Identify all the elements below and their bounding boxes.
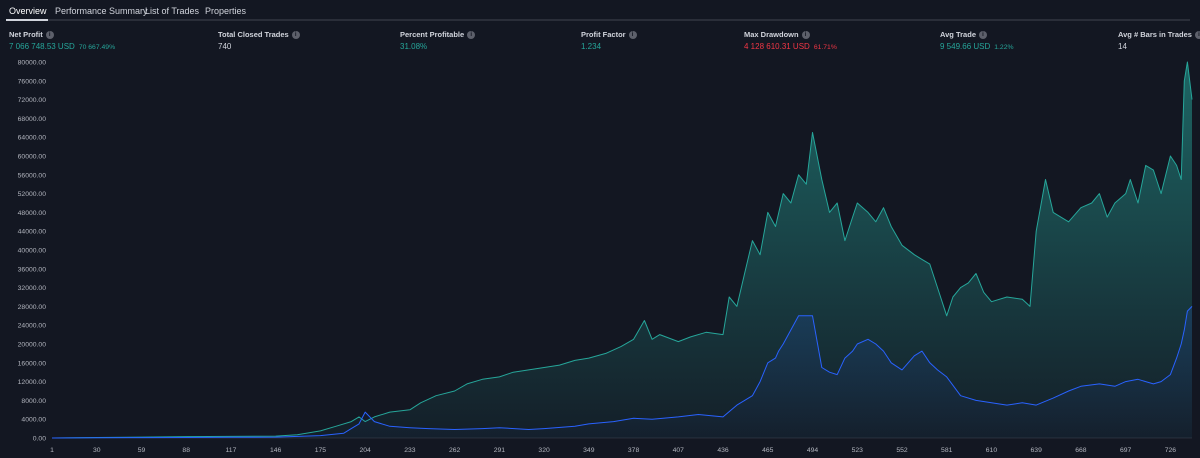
y-tick-label: 48000.00 [18,210,47,217]
stat-label: Max Drawdown [744,30,799,39]
equity-line [51,61,1193,439]
info-icon[interactable]: i [467,30,476,39]
x-tick-label: 88 [182,447,190,454]
info-icon[interactable]: i [291,30,300,39]
x-tick-label: 59 [138,447,146,454]
info-icon[interactable]: i [978,30,987,39]
x-tick-label: 1 [50,447,54,454]
y-tick-label: 60000.00 [18,154,47,161]
stat-net-profit: Net Profit i 7 066 748.53 USD 70 667.49% [9,30,115,51]
stat-value: 7 066 748.53 USD [9,42,75,51]
x-tick-label: 697 [1120,447,1132,454]
stat-percent: 70 667.49% [78,44,116,51]
x-tick-label: 291 [494,447,506,454]
buyhold-line [51,306,1193,439]
stat-percent: 1.22% [994,44,1014,51]
y-tick-label: 16000.00 [18,360,47,367]
buyhold-area [52,306,1192,438]
x-tick-label: 523 [852,447,864,454]
tab-performance-summary[interactable]: Performance Summary [55,6,148,16]
info-icon[interactable]: i [628,30,637,39]
tab-bar: Overview Performance Summary List of Tra… [0,0,1200,22]
stat-label: Avg # Bars in Trades [1118,30,1192,39]
y-tick-label: 20000.00 [18,342,47,349]
x-tick-label: 581 [941,447,953,454]
stat-percent-profitable: Percent Profitable i 31.08% [400,30,476,51]
x-tick-label: 465 [762,447,774,454]
info-icon[interactable]: i [1194,30,1200,39]
x-tick-label: 117 [226,447,237,454]
tab-divider [6,19,1190,21]
stat-total-closed-trades: Total Closed Trades i 740 [218,30,300,51]
y-tick-label: 76000.00 [18,78,47,85]
y-tick-label: 68000.00 [18,116,47,123]
y-tick-label: 12000.00 [18,379,47,386]
stat-label: Profit Factor [581,30,626,39]
x-axis: 1 30 59 88 117 146 175 204 233 262 291 320 349 378 407… [50,437,1192,454]
x-tick-label: 639 [1031,447,1043,454]
stat-label: Percent Profitable [400,30,465,39]
y-tick-label: 64000.00 [18,135,47,142]
x-tick-label: 30 [93,447,101,454]
x-tick-label: 494 [807,447,819,454]
y-tick-label: 72000.00 [18,97,47,104]
y-tick-label: 32000.00 [18,285,47,292]
x-tick-label: 552 [896,447,908,454]
stat-percent: 61.71% [813,44,837,51]
x-tick-label: 204 [359,447,371,454]
x-tick-label: 262 [449,447,461,454]
tab-list-of-trades[interactable]: List of Trades [145,6,200,16]
x-tick-label: 175 [315,447,327,454]
info-icon[interactable]: i [45,30,54,39]
stat-avg-bars: Avg # Bars in Trades i 14 [1118,30,1200,51]
x-tick-label: 146 [270,447,282,454]
x-tick-label: 668 [1075,447,1087,454]
y-tick-label: 40000.00 [18,248,47,255]
stat-value: 740 [218,42,232,51]
x-tick-label: 378 [628,447,640,454]
stat-value: 14 [1118,42,1127,51]
y-tick-label: 80000.00 [18,60,47,67]
y-tick-label: 24000.00 [18,323,47,330]
equity-area [52,62,1192,438]
x-tick-label: 233 [404,447,416,454]
equity-chart[interactable]: 0.00 4000.00 8000.00 12000.00 16000.00 20000.… [0,50,1200,458]
info-icon[interactable]: i [801,30,810,39]
x-tick-label: 726 [1165,447,1177,454]
x-tick-label: 436 [717,447,729,454]
x-tick-label: 349 [583,447,595,454]
stat-value: 31.08% [400,42,428,51]
tab-overview[interactable]: Overview [9,6,47,16]
stat-label: Net Profit [9,30,43,39]
y-tick-label: 52000.00 [18,191,47,198]
x-tick-label: 610 [986,447,998,454]
stat-value: 1.234 [581,42,602,51]
stat-profit-factor: Profit Factor i 1.234 [581,30,637,51]
stat-value: 4 128 610.31 USD [744,42,810,51]
tab-active-indicator [6,19,48,21]
y-tick-label: 4000.00 [21,417,46,424]
tab-properties[interactable]: Properties [205,6,247,16]
y-tick-label: 8000.00 [21,398,46,405]
x-tick-label: 320 [538,447,550,454]
plot-area [51,61,1193,439]
y-tick-label: 36000.00 [18,266,47,273]
x-tick-label: 407 [673,447,685,454]
y-tick-label: 44000.00 [18,229,47,236]
stat-avg-trade: Avg Trade i 9 549.66 USD 1.22% [940,30,1014,51]
y-tick-label: 56000.00 [18,172,47,179]
stat-label: Avg Trade [940,30,976,39]
stat-value: 9 549.66 USD [940,42,991,51]
y-tick-label: 0.00 [33,436,46,443]
stat-label: Total Closed Trades [218,30,289,39]
y-axis: 0.00 4000.00 8000.00 12000.00 16000.00 20000.… [18,60,47,443]
stat-max-drawdown: Max Drawdown i 4 128 610.31 USD 61.71% [744,30,837,51]
y-tick-label: 28000.00 [18,304,47,311]
